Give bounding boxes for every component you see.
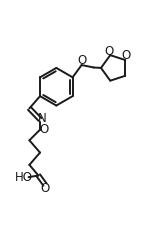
Text: HO: HO bbox=[15, 171, 33, 184]
Text: N: N bbox=[38, 112, 47, 125]
Text: O: O bbox=[77, 54, 86, 67]
Text: O: O bbox=[122, 49, 131, 62]
Text: O: O bbox=[39, 123, 48, 136]
Text: O: O bbox=[105, 44, 114, 58]
Text: O: O bbox=[41, 182, 50, 195]
